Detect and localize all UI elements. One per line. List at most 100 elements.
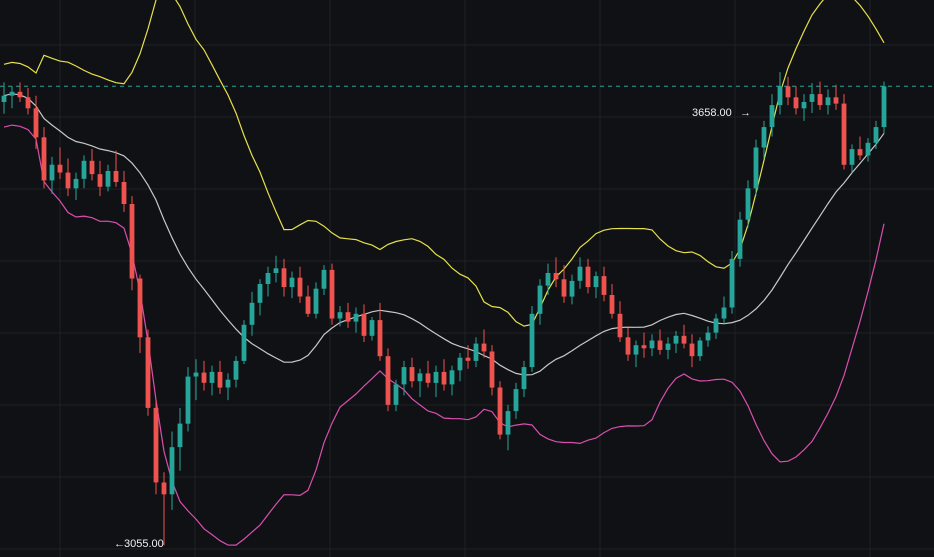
candle <box>113 150 119 187</box>
candle <box>625 327 631 361</box>
candle-body <box>569 280 575 297</box>
candle-body <box>105 171 111 187</box>
candle-body <box>745 188 751 220</box>
candle <box>249 291 255 336</box>
candle <box>681 324 687 349</box>
candle <box>353 307 359 333</box>
candle-body <box>49 164 55 181</box>
candle-body <box>265 273 271 284</box>
candle <box>25 87 31 115</box>
candle <box>745 180 751 228</box>
candle-body <box>721 307 727 319</box>
candle <box>169 431 175 510</box>
candle-body <box>313 288 319 314</box>
candle <box>593 271 599 299</box>
candle <box>281 258 287 297</box>
candle <box>833 84 839 110</box>
candle <box>417 368 423 397</box>
candle <box>89 149 95 181</box>
candle-body <box>705 332 711 341</box>
candle-body <box>537 285 543 314</box>
candle-body <box>649 340 655 349</box>
candle <box>569 274 575 305</box>
candle-body <box>41 137 47 181</box>
candle-body <box>417 373 423 382</box>
candle-body <box>153 407 159 483</box>
candle <box>265 266 271 297</box>
candle-body <box>553 273 559 280</box>
candle-body <box>121 182 127 204</box>
candle-body <box>129 204 135 279</box>
candle <box>57 147 63 179</box>
candle-body <box>689 343 695 357</box>
candle-body <box>73 178 79 189</box>
candle <box>73 172 79 201</box>
candle <box>273 255 279 283</box>
candle <box>33 95 39 150</box>
candle <box>873 120 879 150</box>
candle <box>473 337 479 368</box>
candle <box>177 407 183 471</box>
candle-body <box>161 482 167 495</box>
candle <box>817 81 823 110</box>
candle <box>601 266 607 302</box>
candle-body <box>609 295 615 314</box>
candle-body <box>401 367 407 385</box>
candle <box>241 320 247 365</box>
candle-body <box>849 149 855 165</box>
candle-body <box>753 147 759 189</box>
candle <box>649 334 655 357</box>
candle-body <box>825 97 831 106</box>
candle-body <box>585 266 591 288</box>
candle-body <box>809 94 815 102</box>
candle-body <box>505 411 511 435</box>
candle <box>505 404 511 451</box>
candle <box>225 373 231 401</box>
candle <box>297 266 303 303</box>
candles <box>1 72 887 546</box>
candle <box>609 283 615 319</box>
candle <box>529 305 535 372</box>
candle <box>881 81 887 134</box>
candle <box>697 337 703 361</box>
candle <box>857 136 863 161</box>
candle <box>121 171 127 212</box>
candle-body <box>769 105 775 128</box>
candle <box>193 359 199 401</box>
candle-body <box>57 164 63 173</box>
candle-body <box>465 357 471 361</box>
candle-body <box>641 345 647 349</box>
candle-body <box>545 273 551 286</box>
candle-body <box>177 423 183 448</box>
candle <box>337 305 343 327</box>
candle-body <box>1 95 7 102</box>
candle-body <box>801 102 807 109</box>
candle-body <box>593 276 599 288</box>
candle-body <box>665 343 671 350</box>
candle <box>321 265 327 295</box>
candle-body <box>873 127 879 143</box>
candle <box>449 365 455 396</box>
candle <box>809 83 815 113</box>
candle-body <box>353 313 359 322</box>
candle-body <box>169 447 175 495</box>
candle <box>777 72 783 115</box>
candle-body <box>249 302 255 325</box>
candle <box>425 360 431 388</box>
candle-body <box>737 219 743 259</box>
candle-body <box>785 86 791 98</box>
candle <box>481 329 487 358</box>
candle-body <box>185 376 191 424</box>
candle <box>673 331 679 354</box>
candle <box>561 265 567 303</box>
candle <box>433 365 439 397</box>
candle <box>257 279 263 316</box>
candle-body <box>329 269 335 319</box>
candle <box>377 302 383 361</box>
candle-body <box>561 279 567 297</box>
bollinger-bands <box>3 0 885 546</box>
candle <box>17 82 23 102</box>
candle <box>409 357 415 388</box>
candle-body <box>297 277 303 297</box>
candle-body <box>369 320 375 336</box>
